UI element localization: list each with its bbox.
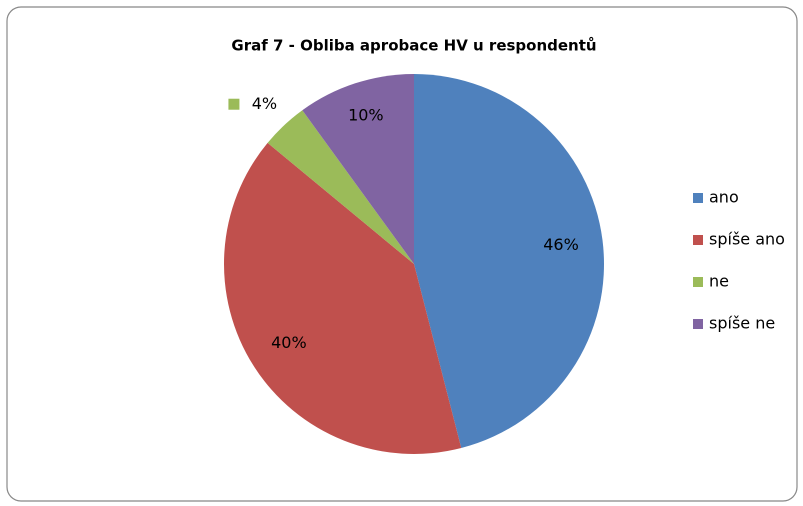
legend-swatch [693, 277, 703, 287]
legend-label: spíše ne [709, 314, 775, 333]
legend-swatch [693, 235, 703, 245]
data-label: 4% [252, 94, 277, 113]
data-label: 40% [271, 333, 307, 352]
pie-slice [224, 142, 462, 455]
legend-label: ne [709, 272, 729, 291]
legend-label: ano [709, 188, 739, 207]
pie-slice [414, 74, 604, 449]
label-key [228, 98, 240, 110]
legend-swatch [693, 319, 703, 329]
data-label: 46% [543, 235, 579, 254]
legend-swatch [693, 193, 703, 203]
data-label: 10% [348, 105, 384, 124]
pie-slice [302, 74, 414, 264]
legend-label: spíše ano [709, 230, 785, 249]
chart-title: Graf 7 - Obliba aprobace HV u respondent… [231, 37, 596, 55]
pie-slice [267, 110, 414, 264]
